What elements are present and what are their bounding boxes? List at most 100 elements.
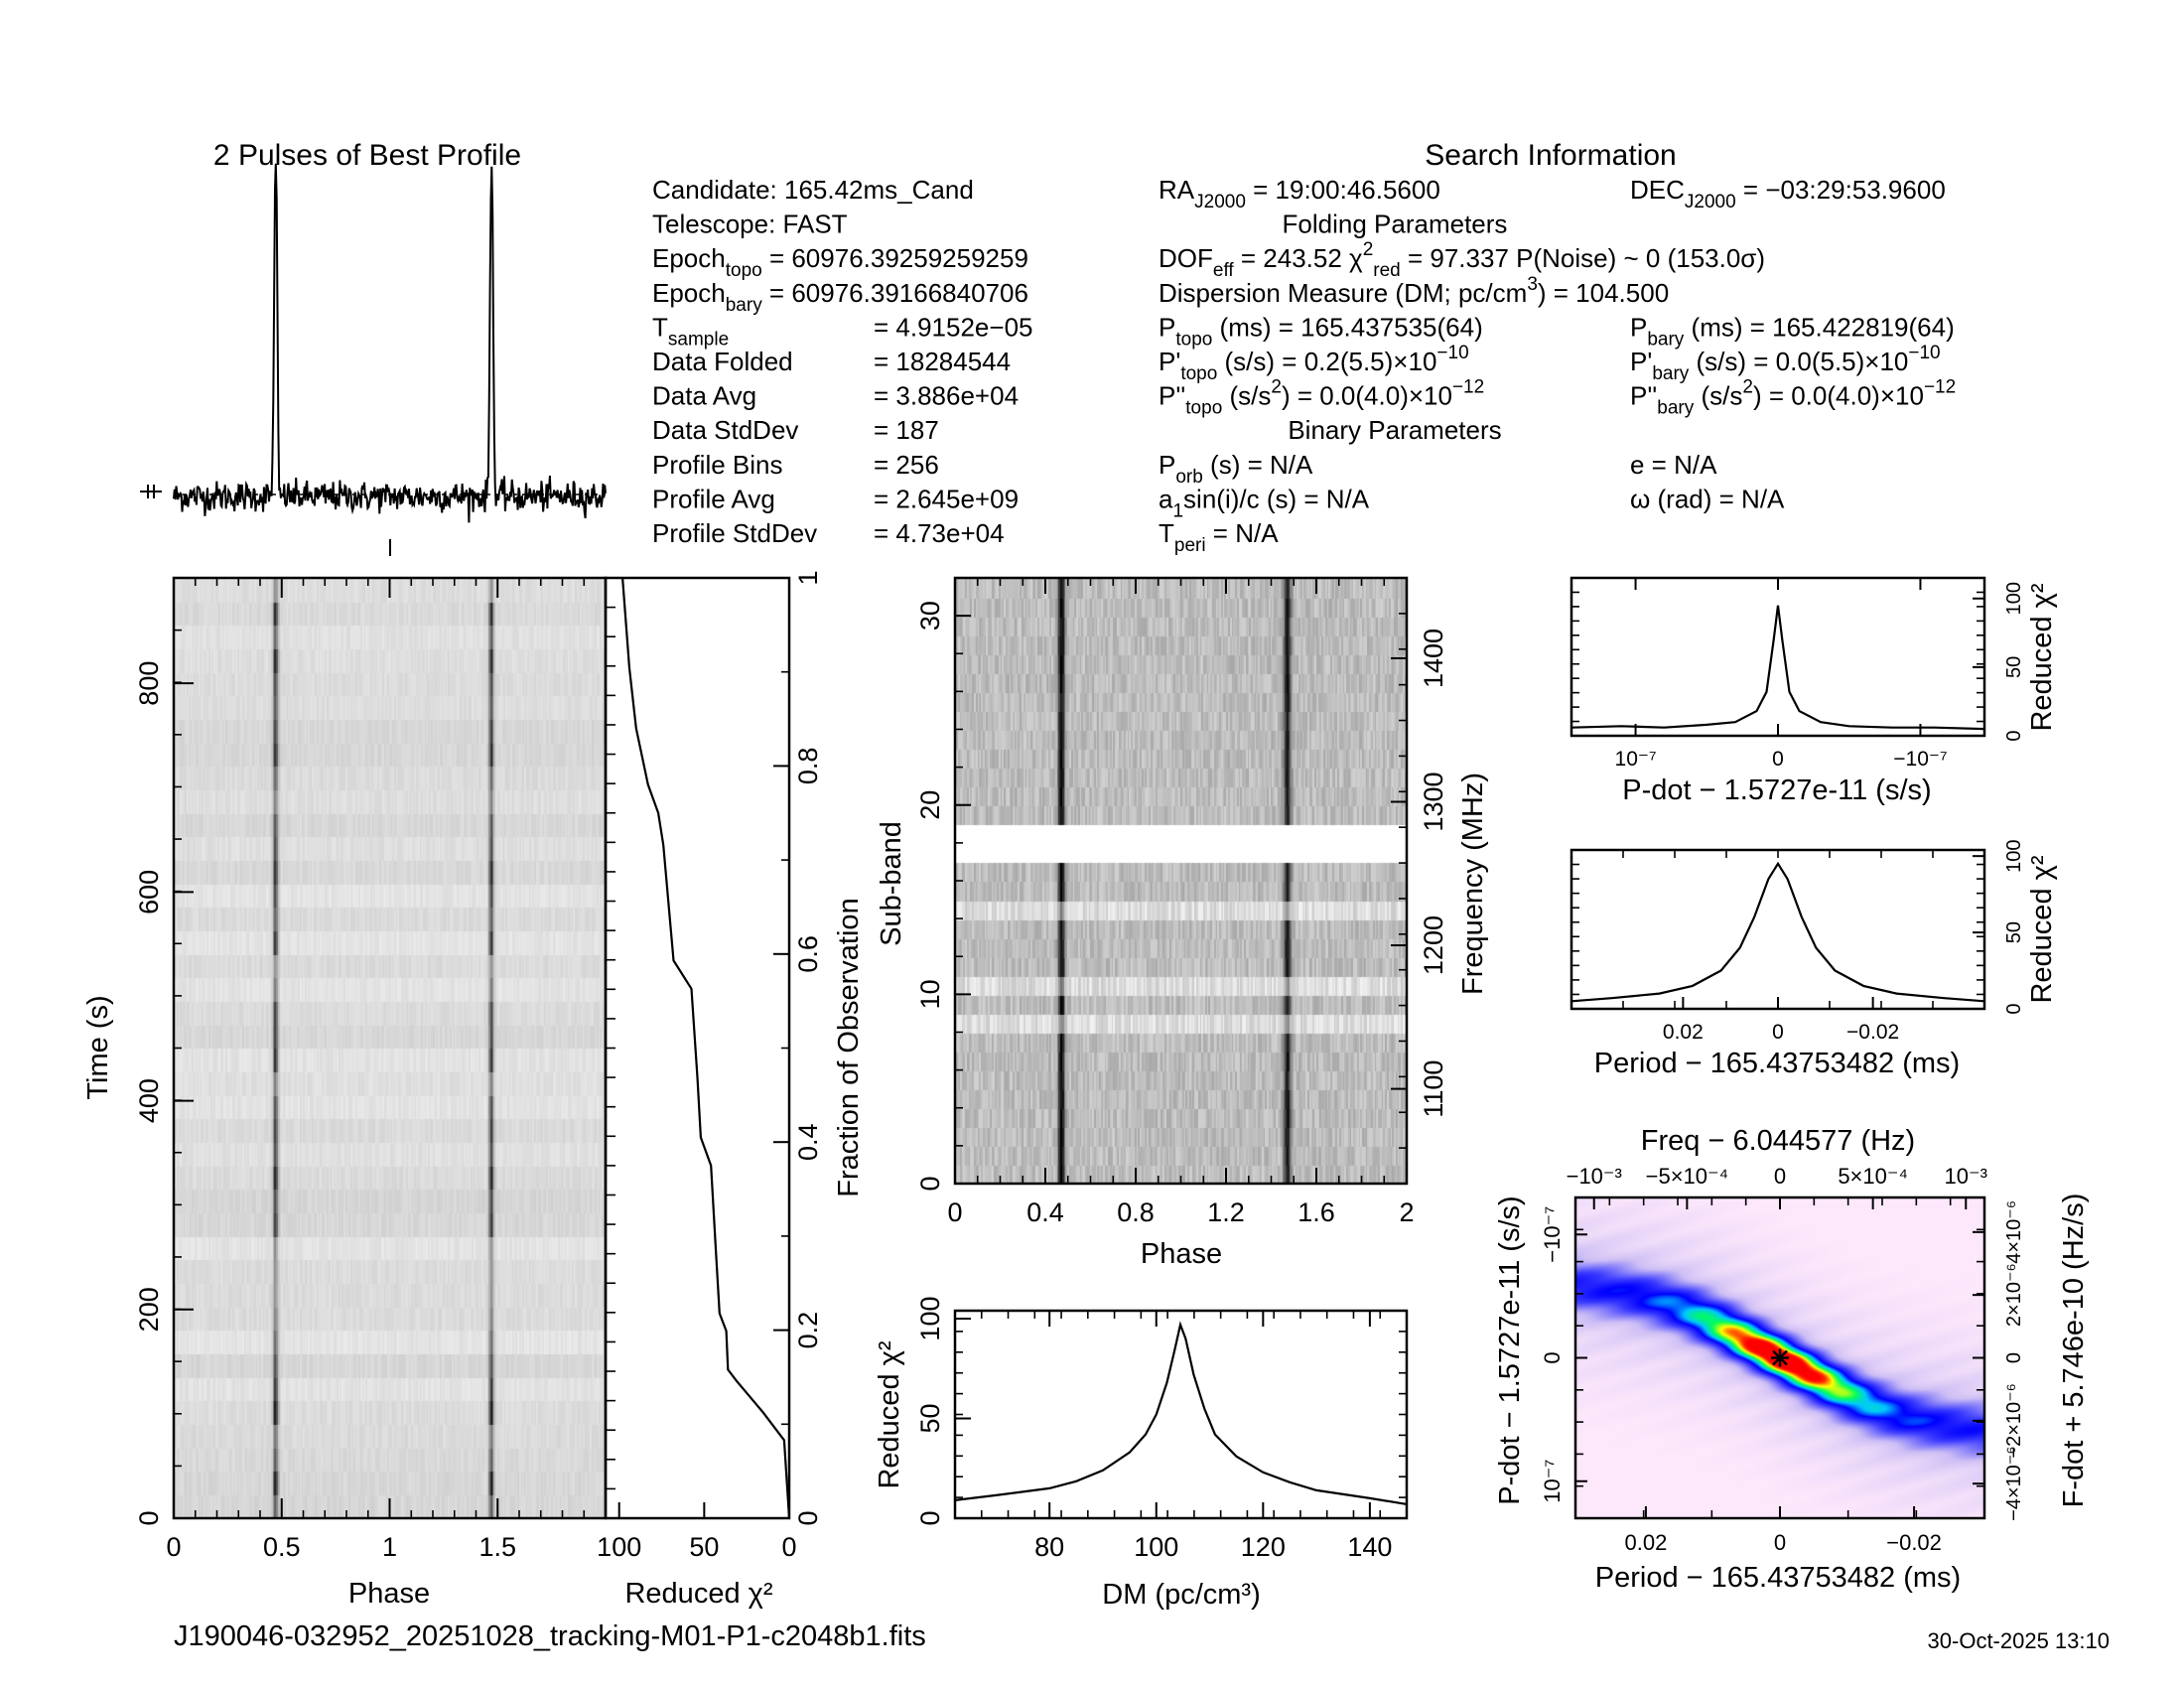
tick-label: 0.02 — [1625, 1530, 1668, 1555]
info-text: J2000 — [1685, 192, 1736, 212]
y-axis-label: Time (s) — [82, 995, 114, 1099]
info-line: Dispersion Measure (DM; pc/cm3) = 104.50… — [1159, 274, 1669, 308]
info-text: ) = 104.500 — [1538, 278, 1669, 308]
tick-label: 2×10⁻⁶ — [2003, 1263, 2025, 1327]
dm-curve — [954, 1321, 1408, 1505]
tick-label: 50 — [689, 1532, 719, 1562]
tick-label: 100 — [1134, 1532, 1178, 1562]
info-text: P'' — [1630, 381, 1657, 411]
time-phase-frame — [172, 576, 608, 1520]
info-text: = 3.886e+04 — [874, 381, 1019, 411]
info-text: = 60976.39259259259 — [762, 243, 1028, 273]
tick-label: 400 — [134, 1078, 164, 1123]
info-text: Epoch — [652, 278, 726, 308]
tick-label: 50 — [2003, 656, 2025, 678]
info-text: (s/s — [1694, 381, 1742, 411]
info-line: ω (rad) = N/A — [1630, 484, 1785, 513]
info-text: = 60976.39166840706 — [762, 278, 1028, 308]
x-axis-label: Phase — [1141, 1238, 1222, 1270]
tick-label: 0.8 — [1117, 1197, 1155, 1227]
pdot-curve — [1570, 605, 1985, 731]
info-text: P — [1159, 312, 1175, 342]
tick-label: 0 — [1540, 1351, 1565, 1363]
profile-title: 2 Pulses of Best Profile — [213, 139, 521, 172]
info-text: DEC — [1630, 175, 1685, 205]
dm-frame — [953, 1309, 1409, 1520]
tick-label: −10⁻³ — [1567, 1164, 1622, 1189]
info-text: −12 — [1452, 377, 1484, 398]
info-line: a1sin(i)/c (s) = N/A — [1159, 484, 1370, 521]
info-text: P'' — [1159, 381, 1185, 411]
info-line: = 4.73e+04 — [874, 518, 1005, 548]
footer-filename: J190046-032952_20251028_tracking-M01-P1-… — [174, 1620, 926, 1652]
tick-label: 0.4 — [1026, 1197, 1064, 1227]
info-text: = N/A — [1206, 518, 1280, 548]
info-text: T — [652, 312, 668, 342]
tick-label: −0.02 — [1846, 1021, 1899, 1044]
info-text: bary — [726, 295, 762, 316]
info-text: sample — [668, 329, 729, 350]
info-text: Data Avg — [652, 381, 756, 411]
tick-label: 600 — [134, 870, 164, 914]
info-line: Data Folded — [652, 347, 793, 376]
info-text: = 4.73e+04 — [874, 518, 1005, 548]
time-phase-image — [174, 578, 606, 1518]
tick-label: 0 — [947, 1197, 962, 1227]
info-line: P'topo (s/s) = 0.2(5.5)×10−10 — [1159, 343, 1469, 384]
period-curve — [1570, 861, 1985, 1003]
info-text: = 97.337 P(Noise) ~ 0 (153.0σ) — [1401, 243, 1765, 273]
info-text: ω (rad) = N/A — [1630, 484, 1785, 513]
info-text: bary — [1647, 329, 1684, 350]
info-line: Folding Parameters — [1283, 210, 1508, 239]
search-info-title: Search Information — [1425, 139, 1676, 172]
tick-label: 100 — [2003, 582, 2025, 615]
info-text: Dispersion Measure (DM; pc/cm — [1159, 278, 1527, 308]
tick-label: 10⁻⁷ — [1615, 748, 1657, 771]
x-axis-label: Reduced χ² — [624, 1578, 772, 1610]
info-text: (ms) = 165.422819(64) — [1684, 312, 1954, 342]
y-axis-label: Reduced χ² — [874, 1340, 905, 1488]
info-text: J2000 — [1194, 192, 1246, 212]
info-text: Profile Avg — [652, 484, 775, 513]
tick-label: 30 — [915, 601, 945, 631]
tick-label: 0 — [915, 1510, 945, 1525]
tick-label: 0 — [1774, 1164, 1786, 1189]
info-line: Binary Parameters — [1288, 415, 1501, 445]
y-axis-label: Reduced χ² — [2026, 855, 2058, 1003]
info-line: P''bary (s/s2) = 0.0(4.0)×10−12 — [1630, 377, 1956, 419]
info-text: topo — [1180, 363, 1217, 384]
info-line: = 3.886e+04 — [874, 381, 1019, 411]
info-text: T — [1159, 518, 1174, 548]
info-text: ) = 0.0(4.0)×10 — [1753, 381, 1924, 411]
tick-label: −0.02 — [1886, 1530, 1942, 1555]
info-text: topo — [1175, 329, 1212, 350]
info-text: (s) = N/A — [1203, 450, 1313, 480]
x-axis-label: DM (pc/cm³) — [1102, 1579, 1260, 1611]
y-axis-label: Sub-band — [876, 821, 907, 946]
tick-label: −2×10⁻⁶ — [2003, 1383, 2025, 1459]
tick-label: 1300 — [1419, 772, 1448, 831]
tick-label: −4×10⁻⁶ — [2003, 1446, 2025, 1521]
info-text: −10 — [1908, 343, 1940, 363]
info-text: bary — [1652, 363, 1689, 384]
info-line: = 187 — [874, 415, 939, 445]
tick-label: 0 — [1772, 748, 1784, 771]
y-axis-label: Reduced χ² — [2026, 583, 2058, 731]
info-text: Folding Parameters — [1283, 210, 1508, 239]
info-text: bary — [1657, 398, 1694, 419]
info-line: Epochtopo = 60976.39259259259 — [652, 243, 1028, 281]
info-line: = 18284544 — [874, 347, 1011, 376]
info-line: DECJ2000 = −03:29:53.9600 — [1630, 175, 1946, 212]
y-axis-label: P-dot − 1.5727e-11 (s/s) — [1494, 1196, 1526, 1504]
tick-label: 1400 — [1419, 629, 1448, 688]
info-text: = 256 — [874, 450, 939, 480]
tick-label: 10 — [915, 979, 945, 1009]
tick-label: 0 — [2003, 1003, 2025, 1014]
info-line: Ptopo (ms) = 165.437535(64) — [1159, 312, 1483, 350]
info-text: Data Folded — [652, 347, 793, 376]
info-text: (s/s) = 0.2(5.5)×10 — [1217, 347, 1436, 376]
info-text: e = N/A — [1630, 450, 1717, 480]
info-text: = 2.645e+09 — [874, 484, 1019, 513]
info-text: 2 — [1742, 377, 1753, 398]
info-text: Data StdDev — [652, 415, 798, 445]
